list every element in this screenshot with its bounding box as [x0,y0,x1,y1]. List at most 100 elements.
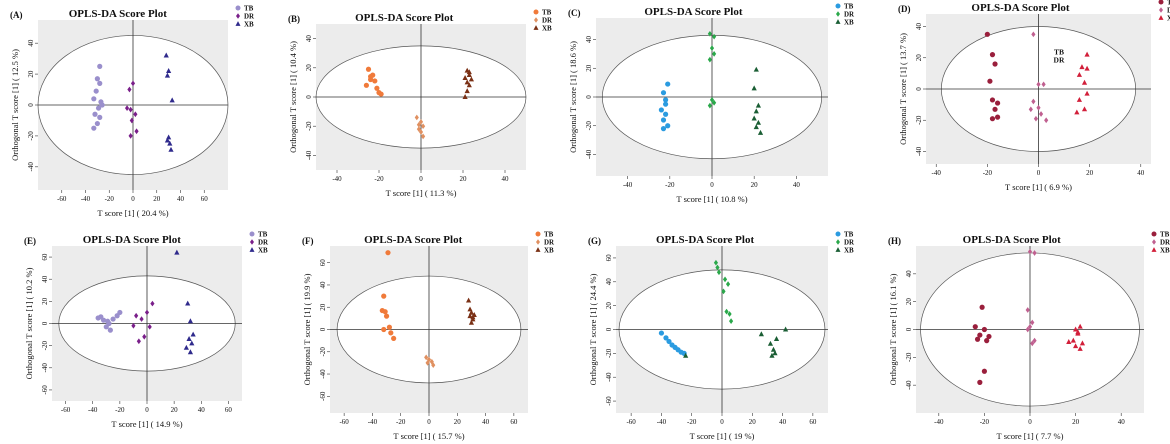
y-tick-label: 0 [41,321,49,325]
y-tick-label: -20 [305,121,313,131]
x-tick-label: 60 [510,418,518,426]
data-point-tb [660,117,667,123]
legend-label: DR [258,239,269,247]
data-point-xb [767,340,774,346]
data-point-xb [1084,90,1090,96]
data-point-tb [381,293,387,299]
data-point-tb [989,52,996,58]
legend-marker-dr [1159,7,1163,13]
data-point-dr [713,259,719,266]
data-point-tb [103,324,109,330]
x-tick-label: 40 [177,195,185,203]
y-tick-label: -40 [605,372,613,382]
panel-label: (B) [288,14,300,24]
panel-label: (D) [898,4,911,14]
chart-panel-c: -40 -20 0 20 40 -40 -20 0 20 40 (C) OPLS-DA Score P… [568,3,855,205]
legend-marker-dr [236,13,240,19]
legend-marker-xb [835,19,841,24]
x-tick-label: -20 [396,418,406,426]
data-point-xb [1075,329,1081,335]
data-point-xb [1076,71,1083,77]
data-point-tb [378,91,384,97]
chart-panel-g: -60 -40 -20 0 20 40 60 -60 -40 -20 0 20 40 60 (G) OPLS-… [588,231,855,442]
y-tick-label: -40 [319,369,327,379]
data-point-tb [981,326,988,333]
data-point-dr [421,123,426,130]
legend-label: TB [244,5,254,13]
legend-label: XB [258,247,268,255]
data-point-xb [683,352,689,358]
data-point-tb [372,78,378,84]
data-point-xb [468,76,474,82]
y-tick-label: 40 [585,36,593,44]
data-point-dr [418,118,424,125]
series-dr [1028,31,1049,124]
data-point-dr [418,129,424,135]
legend-label: DR [844,11,855,19]
x-tick-label: 0 [720,418,724,426]
legend-label: DR [1167,7,1170,15]
data-point-tb [665,123,671,129]
data-point-tb [94,76,100,82]
data-point-xb [467,313,473,319]
legend-marker-tb [1151,231,1157,237]
y-tick-label: 20 [27,70,35,78]
data-point-xb [183,344,189,350]
series-dr [414,114,426,140]
x-tick-label: 20 [1072,418,1080,426]
legend-label: DR [544,239,555,247]
data-point-dr [147,323,152,330]
series-xb [163,52,175,152]
legend-label: TB [544,231,554,239]
x-axis-label: T score [1] ( 15.7 %) [393,431,464,441]
data-point-tb [972,324,978,330]
series-tb [658,81,671,132]
data-point-xb [758,331,764,337]
data-point-xb [189,340,195,346]
series-xb [462,67,474,99]
data-point-xb [1076,96,1083,102]
data-point-tb [665,81,671,87]
data-point-xb [468,319,475,325]
data-point-xb [1081,79,1088,85]
x-tick-label: -40 [332,175,342,183]
x-axis-label: T score [1] ( 10.8 %) [676,194,747,204]
x-tick-label: 20 [460,175,468,183]
data-point-tb [97,114,103,120]
x-tick-label: -60 [339,418,349,426]
x-tick-label: 40 [779,418,787,426]
y-tick-label: 40 [27,39,35,47]
data-point-dr [130,80,136,87]
y-tick-label: 20 [605,302,613,310]
data-point-xb [174,249,180,255]
data-point-tb [994,100,1001,106]
panel-label: (E) [24,236,36,246]
legend-marker-xb [235,21,241,26]
legend-marker-xb [835,247,841,252]
data-point-dr [729,318,734,325]
data-point-xb [190,331,196,337]
data-point-xb [1066,339,1072,344]
x-tick-label: 40 [502,175,510,183]
data-point-tb [99,102,105,108]
data-point-tb [984,31,990,37]
data-point-tb [992,106,998,112]
series-dr [424,354,436,368]
x-tick-label: -40 [88,406,98,414]
data-point-tb [660,90,667,96]
data-point-dr [1027,323,1033,330]
y-tick-label: 20 [905,298,913,306]
data-point-tb [98,314,104,320]
data-point-tb [663,97,669,103]
data-point-dr [134,312,139,319]
y-axis-label: Orthogonal T score [1] ( 24.4 %) [588,273,598,385]
y-tick-label: 0 [915,87,923,91]
data-point-tb [94,120,100,127]
y-axis-label: Orthogonal T score [1] ( 19.9 %) [302,273,312,385]
chart-panel-f: -60 -40 -20 0 20 40 60 -60 -40 -20 0 20 40 60 (F) OPLS-… [302,231,555,442]
y-tick-label: 60 [41,253,49,261]
panel-label: (H) [888,236,901,246]
y-tick-label: -40 [41,363,49,373]
data-point-dr [709,97,715,103]
x-tick-label: -20 [687,418,697,426]
